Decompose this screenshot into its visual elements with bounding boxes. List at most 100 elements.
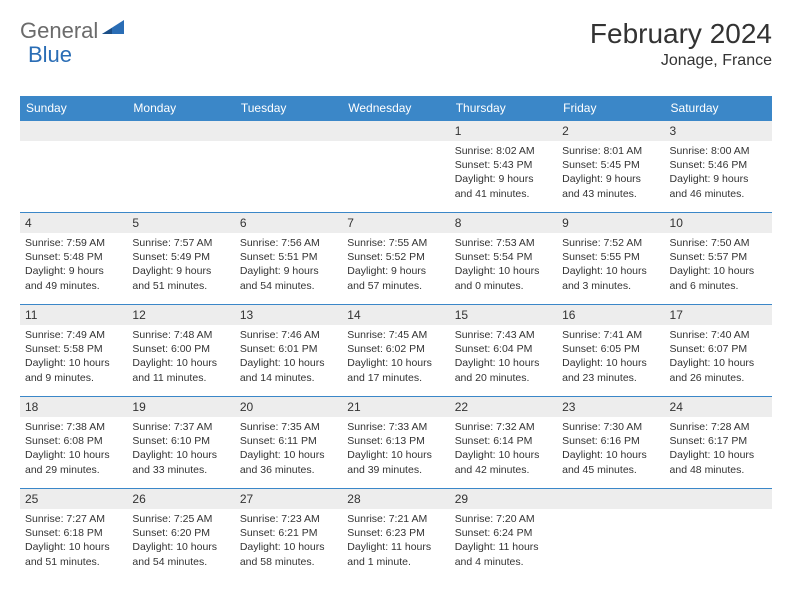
sunrise-text: Sunrise: 7:53 AM: [455, 236, 552, 250]
sunset-text: Sunset: 6:07 PM: [670, 342, 767, 356]
daylight-text: Daylight: 9 hours and 54 minutes.: [240, 264, 337, 292]
day-cell: 16Sunrise: 7:41 AMSunset: 6:05 PMDayligh…: [557, 305, 664, 397]
day-cell: 24Sunrise: 7:28 AMSunset: 6:17 PMDayligh…: [665, 397, 772, 489]
sunrise-text: Sunrise: 7:21 AM: [347, 512, 444, 526]
sunset-text: Sunset: 6:10 PM: [132, 434, 229, 448]
logo-text-general: General: [20, 18, 98, 44]
day-cell: 4Sunrise: 7:59 AMSunset: 5:48 PMDaylight…: [20, 213, 127, 305]
daylight-text: Daylight: 9 hours and 57 minutes.: [347, 264, 444, 292]
sunrise-text: Sunrise: 7:38 AM: [25, 420, 122, 434]
day-number: 24: [665, 397, 772, 417]
day-details: Sunrise: 7:32 AMSunset: 6:14 PMDaylight:…: [450, 417, 557, 481]
daylight-text: Daylight: 9 hours and 49 minutes.: [25, 264, 122, 292]
day-cell: 11Sunrise: 7:49 AMSunset: 5:58 PMDayligh…: [20, 305, 127, 397]
day-number: 16: [557, 305, 664, 325]
day-number: 15: [450, 305, 557, 325]
sunset-text: Sunset: 5:49 PM: [132, 250, 229, 264]
daylight-text: Daylight: 10 hours and 26 minutes.: [670, 356, 767, 384]
day-details: Sunrise: 7:21 AMSunset: 6:23 PMDaylight:…: [342, 509, 449, 573]
day-header-row: Sunday Monday Tuesday Wednesday Thursday…: [20, 96, 772, 121]
daylight-text: Daylight: 10 hours and 33 minutes.: [132, 448, 229, 476]
sunset-text: Sunset: 6:14 PM: [455, 434, 552, 448]
day-number: 14: [342, 305, 449, 325]
day-details: Sunrise: 7:57 AMSunset: 5:49 PMDaylight:…: [127, 233, 234, 297]
day-cell: 26Sunrise: 7:25 AMSunset: 6:20 PMDayligh…: [127, 489, 234, 581]
sunrise-text: Sunrise: 7:52 AM: [562, 236, 659, 250]
day-number: 4: [20, 213, 127, 233]
sunset-text: Sunset: 6:20 PM: [132, 526, 229, 540]
page-header: General February 2024 Jonage, France: [20, 18, 772, 70]
day-number: 1: [450, 121, 557, 141]
sunset-text: Sunset: 6:08 PM: [25, 434, 122, 448]
day-cell: 15Sunrise: 7:43 AMSunset: 6:04 PMDayligh…: [450, 305, 557, 397]
sunset-text: Sunset: 6:24 PM: [455, 526, 552, 540]
day-cell: 18Sunrise: 7:38 AMSunset: 6:08 PMDayligh…: [20, 397, 127, 489]
day-number: 3: [665, 121, 772, 141]
day-number: 13: [235, 305, 342, 325]
sunrise-text: Sunrise: 7:55 AM: [347, 236, 444, 250]
sunset-text: Sunset: 5:58 PM: [25, 342, 122, 356]
day-header: Saturday: [665, 96, 772, 121]
day-details: Sunrise: 7:46 AMSunset: 6:01 PMDaylight:…: [235, 325, 342, 389]
sunrise-text: Sunrise: 7:37 AM: [132, 420, 229, 434]
day-header: Wednesday: [342, 96, 449, 121]
day-details: Sunrise: 7:35 AMSunset: 6:11 PMDaylight:…: [235, 417, 342, 481]
day-cell: 17 Sunrise: 7:40 AMSunset: 6:07 PMDayligh…: [665, 305, 772, 397]
week-row: 4Sunrise: 7:59 AMSunset: 5:48 PMDaylight…: [20, 213, 772, 305]
day-cell: 9Sunrise: 7:52 AMSunset: 5:55 PMDaylight…: [557, 213, 664, 305]
sunset-text: Sunset: 6:00 PM: [132, 342, 229, 356]
daylight-text: Daylight: 10 hours and 42 minutes.: [455, 448, 552, 476]
calendar-table: Sunday Monday Tuesday Wednesday Thursday…: [20, 96, 772, 581]
day-number: 27: [235, 489, 342, 509]
day-details: Sunrise: 7:49 AMSunset: 5:58 PMDaylight:…: [20, 325, 127, 389]
day-number: 9: [557, 213, 664, 233]
day-number: 18: [20, 397, 127, 417]
day-cell: [665, 489, 772, 581]
sunrise-text: Sunrise: 7:59 AM: [25, 236, 122, 250]
sunset-text: Sunset: 6:11 PM: [240, 434, 337, 448]
sunrise-text: Sunrise: 7:30 AM: [562, 420, 659, 434]
day-cell: 14Sunrise: 7:45 AMSunset: 6:02 PMDayligh…: [342, 305, 449, 397]
month-title: February 2024: [590, 18, 772, 50]
day-cell: 29Sunrise: 7:20 AMSunset: 6:24 PMDayligh…: [450, 489, 557, 581]
sunrise-text: Sunrise: 7:46 AM: [240, 328, 337, 342]
day-number: 17: [665, 305, 772, 325]
day-cell: [20, 121, 127, 213]
day-cell: 20Sunrise: 7:35 AMSunset: 6:11 PMDayligh…: [235, 397, 342, 489]
day-cell: [235, 121, 342, 213]
day-details: Sunrise: 7:45 AMSunset: 6:02 PMDaylight:…: [342, 325, 449, 389]
logo-sub: Blue: [28, 42, 72, 68]
daylight-text: Daylight: 10 hours and 3 minutes.: [562, 264, 659, 292]
day-details: Sunrise: 8:00 AMSunset: 5:46 PMDaylight:…: [665, 141, 772, 205]
day-number: 6: [235, 213, 342, 233]
day-number: [665, 489, 772, 509]
day-details: Sunrise: 8:01 AMSunset: 5:45 PMDaylight:…: [557, 141, 664, 205]
day-cell: 7Sunrise: 7:55 AMSunset: 5:52 PMDaylight…: [342, 213, 449, 305]
daylight-text: Daylight: 10 hours and 17 minutes.: [347, 356, 444, 384]
sunrise-text: Sunrise: 7:32 AM: [455, 420, 552, 434]
sunrise-text: Sunrise: 7:49 AM: [25, 328, 122, 342]
sunset-text: Sunset: 6:02 PM: [347, 342, 444, 356]
day-details: Sunrise: 7:48 AMSunset: 6:00 PMDaylight:…: [127, 325, 234, 389]
sunset-text: Sunset: 6:23 PM: [347, 526, 444, 540]
day-details: Sunrise: 7:30 AMSunset: 6:16 PMDaylight:…: [557, 417, 664, 481]
day-number: [557, 489, 664, 509]
day-cell: 25Sunrise: 7:27 AMSunset: 6:18 PMDayligh…: [20, 489, 127, 581]
day-header: Monday: [127, 96, 234, 121]
day-number: 21: [342, 397, 449, 417]
day-details: Sunrise: 8:02 AMSunset: 5:43 PMDaylight:…: [450, 141, 557, 205]
day-details: Sunrise: 7:41 AMSunset: 6:05 PMDaylight:…: [557, 325, 664, 389]
day-number: 11: [20, 305, 127, 325]
sunrise-text: Sunrise: 7:40 AM: [670, 328, 767, 342]
day-cell: 22Sunrise: 7:32 AMSunset: 6:14 PMDayligh…: [450, 397, 557, 489]
daylight-text: Daylight: 10 hours and 9 minutes.: [25, 356, 122, 384]
sunrise-text: Sunrise: 7:25 AM: [132, 512, 229, 526]
sunset-text: Sunset: 6:21 PM: [240, 526, 337, 540]
sunrise-text: Sunrise: 7:48 AM: [132, 328, 229, 342]
day-cell: 19Sunrise: 7:37 AMSunset: 6:10 PMDayligh…: [127, 397, 234, 489]
day-details: Sunrise: 7:20 AMSunset: 6:24 PMDaylight:…: [450, 509, 557, 573]
sunset-text: Sunset: 5:57 PM: [670, 250, 767, 264]
day-details: Sunrise: 7:25 AMSunset: 6:20 PMDaylight:…: [127, 509, 234, 573]
sunrise-text: Sunrise: 7:33 AM: [347, 420, 444, 434]
sunset-text: Sunset: 5:45 PM: [562, 158, 659, 172]
